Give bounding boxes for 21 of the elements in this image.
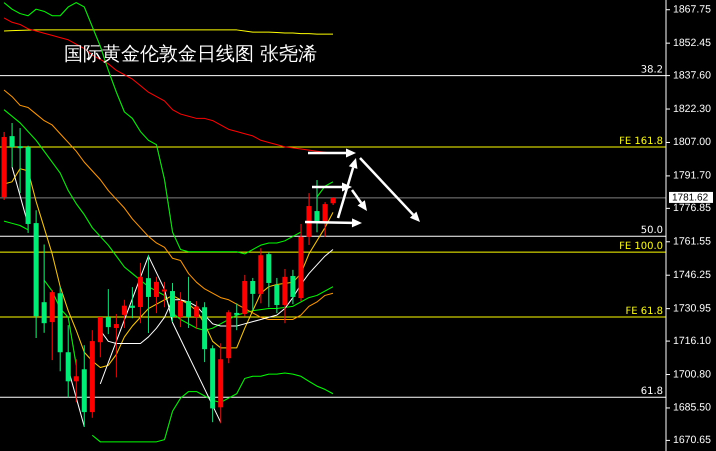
ref-line-label: FE 61.8 <box>625 306 663 318</box>
y-tick-label: 1791.70 <box>673 170 712 182</box>
y-tick-label: 1837.60 <box>673 69 712 82</box>
annotation: 61.8 <box>640 386 663 398</box>
y-tick-label: 1716.10 <box>673 334 712 347</box>
y-tick-label: 1776.85 <box>673 202 712 214</box>
y-tick-label: 1700.80 <box>673 368 712 380</box>
y-tick-label: 1746.25 <box>673 268 712 281</box>
y-tick-label: 1852.45 <box>673 36 712 49</box>
ref-line-label: 1781.62 <box>672 192 709 204</box>
ref-line-label: FE 100.0 <box>619 241 663 252</box>
y-tick-label: 1807.00 <box>673 136 712 148</box>
annotation: 50.0 <box>640 225 663 236</box>
y-tick-label: 1761.55 <box>673 236 712 248</box>
y-tick-label: 1670.65 <box>673 434 712 446</box>
y-tick-label: 1685.50 <box>673 402 712 414</box>
y-tick-label: 1822.30 <box>673 102 712 115</box>
ref-line-label: FE 161.8 <box>619 136 663 148</box>
y-tick-label: 1867.75 <box>673 4 712 16</box>
y-tick-label: 1730.95 <box>673 302 712 314</box>
annotation: 38.2 <box>640 64 663 76</box>
